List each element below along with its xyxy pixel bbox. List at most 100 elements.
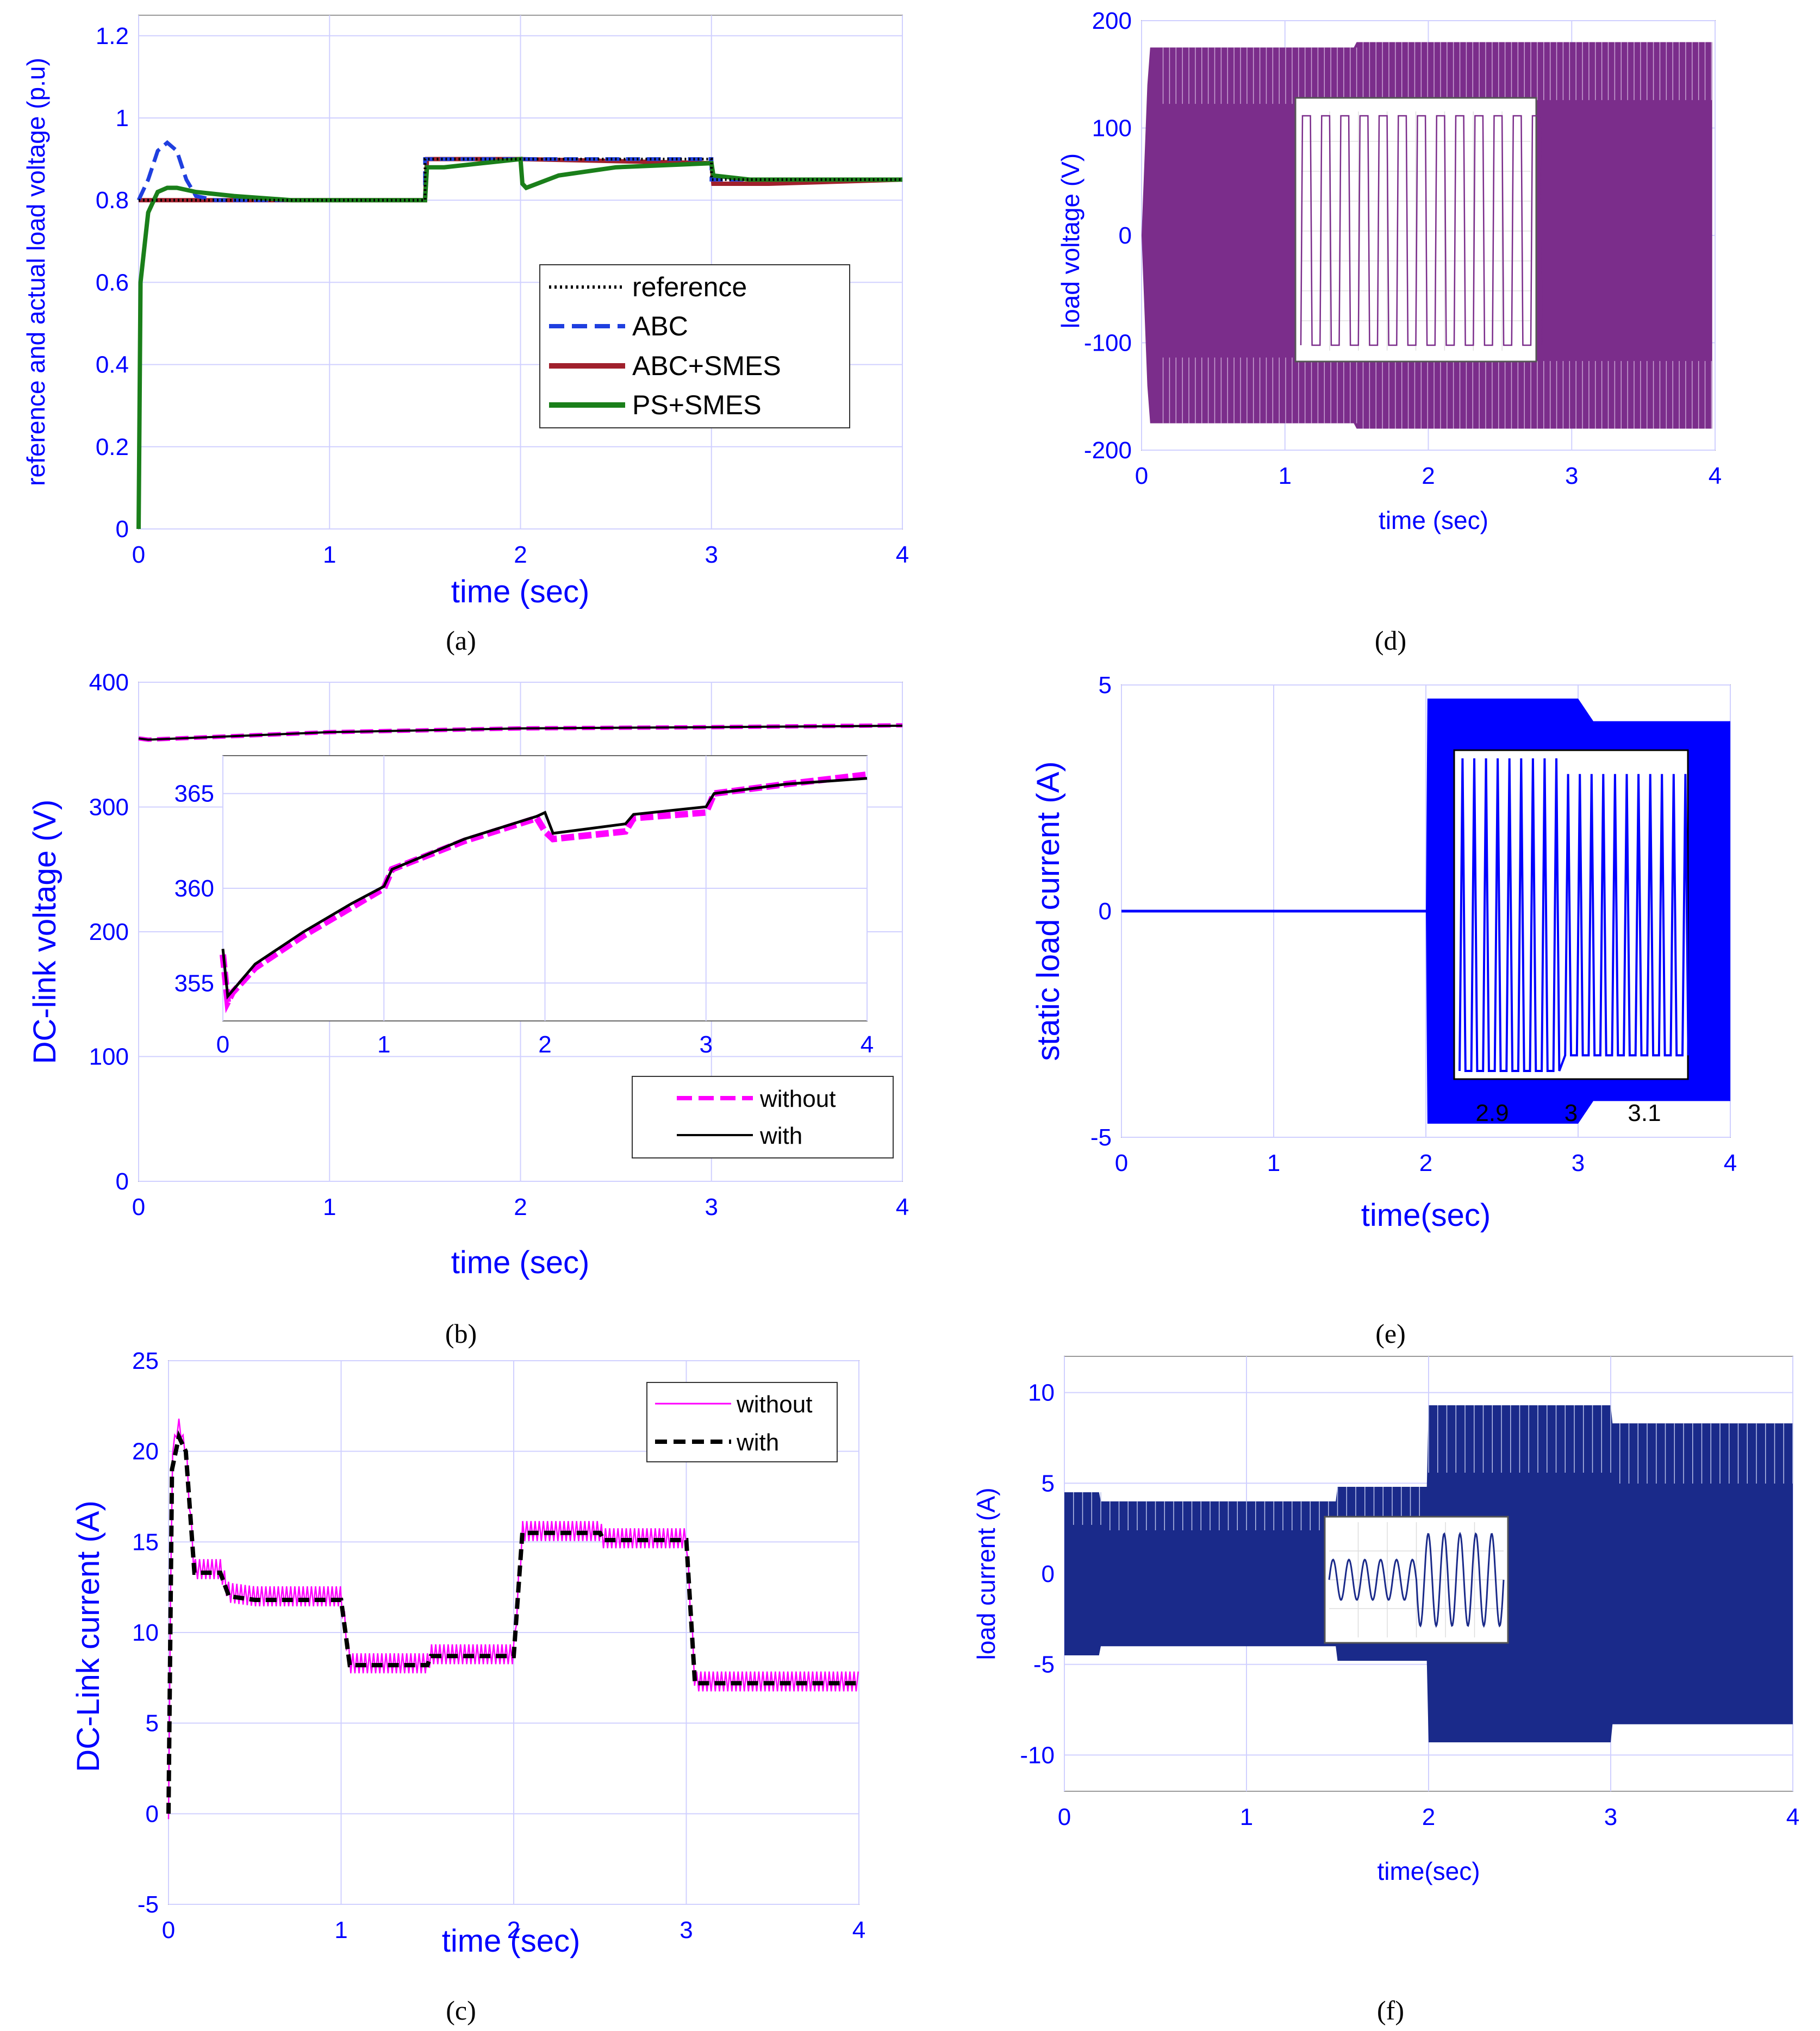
chart-a-ytick: 1 xyxy=(116,105,129,132)
chart-d-ytick: -100 xyxy=(1084,330,1132,357)
inset-b-ytick: 355 xyxy=(174,970,214,996)
chart-f-ytick: 0 xyxy=(1042,1561,1055,1587)
chart-c-ytick: 5 xyxy=(146,1710,159,1737)
inset-b-ytick: 365 xyxy=(174,781,214,807)
chart-d-xtick: 4 xyxy=(1709,463,1722,489)
chart-b-ytick: 400 xyxy=(89,669,129,696)
legend-label-without-b: without xyxy=(759,1086,836,1112)
panel-label-f: (f) xyxy=(1377,1995,1404,2026)
chart-c-legend-box xyxy=(646,1382,838,1462)
chart-a-ytick: 0 xyxy=(116,516,129,543)
chart-c-xtick: 4 xyxy=(852,1917,865,1943)
chart-a-xtick: 1 xyxy=(323,541,336,568)
chart-a-xtick: 4 xyxy=(896,541,909,568)
panel-label-e: (e) xyxy=(1375,1318,1406,1349)
legend-label-with-b: with xyxy=(759,1123,802,1149)
chart-e-ytick: 0 xyxy=(1099,898,1112,925)
chart-d-ytick: -200 xyxy=(1084,437,1132,464)
chart-b-ytick: 100 xyxy=(89,1044,129,1070)
legend-label-reference: reference xyxy=(632,272,747,302)
chart-d-ytick: 0 xyxy=(1119,222,1132,249)
inset-e-xtick: 2.9 xyxy=(1475,1100,1509,1126)
chart-a: 0 1 2 3 4 0 0.2 0.4 0.6 0.8 1 1.2 time (sec) refere… xyxy=(22,15,909,609)
chart-b-legend: without with xyxy=(632,1076,894,1158)
chart-a-ytick: 0.4 xyxy=(96,352,129,378)
inset-e-xtick: 3.1 xyxy=(1628,1100,1661,1126)
chart-f-ytick: 10 xyxy=(1028,1380,1055,1406)
chart-c-xtick: 3 xyxy=(680,1917,693,1943)
chart-d-ytick: 100 xyxy=(1092,115,1132,142)
chart-d: 0 1 2 3 4 -200 -100 0 100 200 time (sec) load vol… xyxy=(1056,8,1722,534)
chart-b-inset: 0 1 2 3 4 355 360 365 xyxy=(174,755,874,1058)
inset-b-xtick: 3 xyxy=(700,1031,713,1058)
chart-c-xtick: 2 xyxy=(507,1917,520,1943)
panel-label-b: (b) xyxy=(445,1318,477,1349)
inset-series-e xyxy=(1459,758,1690,1072)
panel-label-d: (d) xyxy=(1375,625,1406,656)
legend-label-abc: ABC xyxy=(632,311,688,341)
chart-a-ytick: 1.2 xyxy=(96,23,129,49)
chart-b-ytick: 200 xyxy=(89,919,129,945)
chart-c-legend: without with xyxy=(646,1382,838,1462)
legend-label-abc-smes: ABC+SMES xyxy=(632,351,781,381)
chart-b-xtick: 1 xyxy=(323,1194,336,1220)
chart-e-ytick: -5 xyxy=(1090,1124,1112,1151)
chart-e-xtick: 2 xyxy=(1419,1150,1432,1176)
chart-f-xtick: 3 xyxy=(1604,1804,1617,1830)
chart-c-ytick: 0 xyxy=(146,1801,159,1827)
chart-f-xtick: 2 xyxy=(1422,1804,1435,1830)
chart-e-xtick: 3 xyxy=(1572,1150,1585,1176)
chart-b-ytick: 300 xyxy=(89,794,129,821)
chart-c-xtick: 0 xyxy=(162,1917,175,1943)
chart-e: 0 1 2 3 4-505 time(sec) static load current … xyxy=(1031,672,1737,1233)
chart-a-xtick: 3 xyxy=(705,541,718,568)
chart-b-xtick: 0 xyxy=(132,1194,145,1220)
chart-a-legend-box xyxy=(539,264,850,428)
panel-label-a: (a) xyxy=(446,625,476,656)
chart-f-xtick: 1 xyxy=(1240,1804,1253,1830)
chart-c-ytick: 15 xyxy=(132,1529,159,1555)
legend-label-without-c: without xyxy=(736,1391,812,1418)
chart-e-xtick: 1 xyxy=(1267,1150,1280,1176)
chart-c-ytick: -5 xyxy=(138,1891,159,1918)
chart-b-xtick: 4 xyxy=(896,1194,909,1220)
chart-f-xtick: 0 xyxy=(1058,1804,1071,1830)
chart-d-ytick: 200 xyxy=(1092,8,1132,34)
chart-b-legend-box xyxy=(632,1076,894,1158)
chart-e-ylabel: static load current (A) xyxy=(1031,761,1066,1061)
inset-b-xtick: 0 xyxy=(216,1031,229,1058)
chart-b-xlabel: time (sec) xyxy=(451,1245,590,1280)
chart-e-inset: 2.9 3 3.1 xyxy=(1453,749,1690,1126)
chart-b-ytick: 0 xyxy=(116,1168,129,1195)
chart-d-xlabel: time (sec) xyxy=(1379,506,1488,534)
chart-e-xtick: 0 xyxy=(1115,1150,1128,1176)
chart-d-xtick: 3 xyxy=(1565,463,1578,489)
chart-b-ylabel: DC-link voltage (V) xyxy=(27,800,63,1064)
inset-series-d xyxy=(1300,115,1543,346)
legend-label-ps-smes: PS+SMES xyxy=(632,390,762,420)
series-with-b xyxy=(138,724,903,741)
panel-label-c: (c) xyxy=(446,1995,476,2026)
chart-d-xtick: 0 xyxy=(1135,463,1148,489)
chart-d-xtick: 2 xyxy=(1422,463,1435,489)
chart-b-xtick: 2 xyxy=(514,1194,527,1220)
series-with-c xyxy=(166,1430,859,1814)
inset-b-xtick: 2 xyxy=(538,1031,551,1058)
inset-series-with-b xyxy=(221,777,868,1000)
chart-d-inset xyxy=(1294,97,1543,363)
chart-b: 0 1 2 3 4 0 100 200 300 400 time (sec) DC-link vo… xyxy=(27,669,909,1280)
series-ps-smes xyxy=(136,157,902,529)
chart-e-xlabel: time(sec) xyxy=(1361,1198,1491,1233)
series-reference xyxy=(139,158,902,202)
chart-a-xtick: 2 xyxy=(514,541,527,568)
inset-b-ytick: 360 xyxy=(174,875,214,902)
legend-label-with-c: with xyxy=(736,1429,779,1456)
chart-a-ytick: 0.8 xyxy=(96,187,129,214)
chart-c-ylabel: DC-Link current (A) xyxy=(71,1500,106,1772)
chart-c-ytick: 10 xyxy=(132,1619,159,1646)
chart-f-ylabel: load current (A) xyxy=(972,1487,1000,1660)
chart-d-ylabel: load voltage (V) xyxy=(1056,153,1084,328)
chart-f: 0 1 2 3 4 -10 -5 0 5 10 time(sec) load current (A… xyxy=(972,1356,1799,1885)
